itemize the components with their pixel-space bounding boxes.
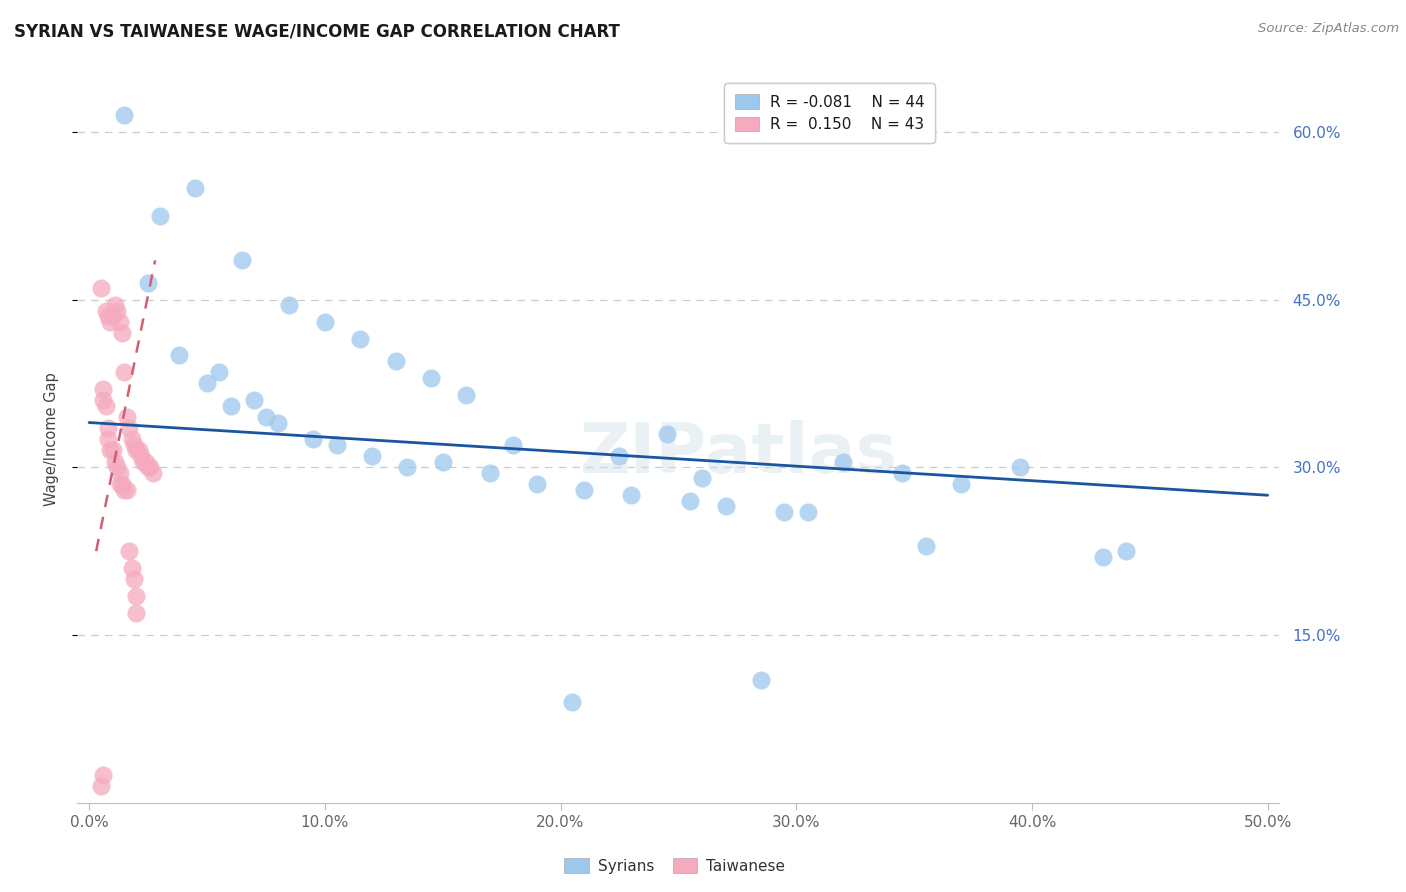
Point [90, 779, 112, 793]
Point [302, 433, 325, 447]
Point [361, 449, 384, 463]
Point [432, 455, 454, 469]
Point [456, 387, 478, 401]
Point [121, 433, 143, 447]
Point [278, 298, 301, 312]
Point [891, 466, 914, 480]
Legend: R = -0.081    N = 44, R =  0.150    N = 43: R = -0.081 N = 44, R = 0.150 N = 43 [724, 84, 935, 143]
Point [325, 438, 347, 452]
Point [149, 209, 172, 223]
Point [125, 589, 148, 603]
Point [108, 466, 131, 480]
Point [679, 493, 702, 508]
Point [97, 421, 120, 435]
Point [118, 544, 141, 558]
Point [97, 433, 120, 447]
Point [98, 443, 121, 458]
Point [136, 276, 159, 290]
Point [797, 505, 820, 519]
Point [609, 449, 631, 463]
Point [129, 449, 152, 463]
Point [108, 477, 131, 491]
Point [572, 483, 595, 497]
Point [749, 673, 772, 687]
Point [101, 310, 124, 324]
Point [195, 376, 218, 391]
Point [91, 768, 114, 782]
Point [91, 393, 114, 408]
Point [125, 443, 148, 458]
Point [94, 399, 117, 413]
Point [135, 455, 157, 469]
Point [184, 180, 207, 194]
Point [773, 505, 796, 519]
Point [91, 382, 114, 396]
Point [502, 438, 524, 452]
Point [121, 561, 143, 575]
Point [620, 488, 643, 502]
Legend: Syrians, Taiwanese: Syrians, Taiwanese [558, 852, 792, 880]
Y-axis label: Wage/Income Gap: Wage/Income Gap [44, 373, 59, 506]
Point [122, 572, 145, 586]
Point [1115, 544, 1137, 558]
Point [219, 399, 242, 413]
Point [115, 483, 138, 497]
Point [267, 416, 290, 430]
Point [396, 460, 419, 475]
Point [107, 303, 129, 318]
Point [122, 438, 145, 452]
Point [832, 455, 855, 469]
Text: ZIPatlas: ZIPatlas [579, 420, 897, 487]
Point [167, 348, 190, 362]
Point [384, 354, 406, 368]
Point [111, 326, 134, 340]
Point [98, 315, 121, 329]
Point [104, 455, 127, 469]
Point [118, 421, 141, 435]
Point [419, 371, 441, 385]
Point [349, 332, 371, 346]
Point [690, 471, 713, 485]
Point [114, 483, 136, 497]
Point [526, 477, 548, 491]
Point [915, 539, 938, 553]
Text: SYRIAN VS TAIWANESE WAGE/INCOME GAP CORRELATION CHART: SYRIAN VS TAIWANESE WAGE/INCOME GAP CORR… [14, 22, 620, 40]
Point [101, 443, 124, 458]
Point [208, 365, 231, 379]
Point [254, 409, 277, 424]
Point [950, 477, 973, 491]
Point [104, 298, 127, 312]
Point [714, 500, 737, 514]
Point [115, 409, 138, 424]
Point [97, 310, 120, 324]
Point [478, 466, 501, 480]
Point [561, 695, 583, 709]
Point [243, 393, 266, 408]
Point [114, 108, 136, 122]
Point [314, 315, 336, 329]
Point [114, 365, 136, 379]
Point [142, 466, 165, 480]
Point [1091, 549, 1114, 564]
Text: Source: ZipAtlas.com: Source: ZipAtlas.com [1258, 22, 1399, 36]
Point [1010, 460, 1032, 475]
Point [128, 443, 150, 458]
Point [132, 455, 155, 469]
Point [125, 606, 148, 620]
Point [139, 460, 162, 475]
Point [111, 477, 134, 491]
Point [94, 303, 117, 318]
Point [108, 315, 131, 329]
Point [136, 460, 159, 475]
Point [90, 281, 112, 295]
Point [655, 426, 678, 441]
Point [231, 253, 253, 268]
Point [107, 460, 129, 475]
